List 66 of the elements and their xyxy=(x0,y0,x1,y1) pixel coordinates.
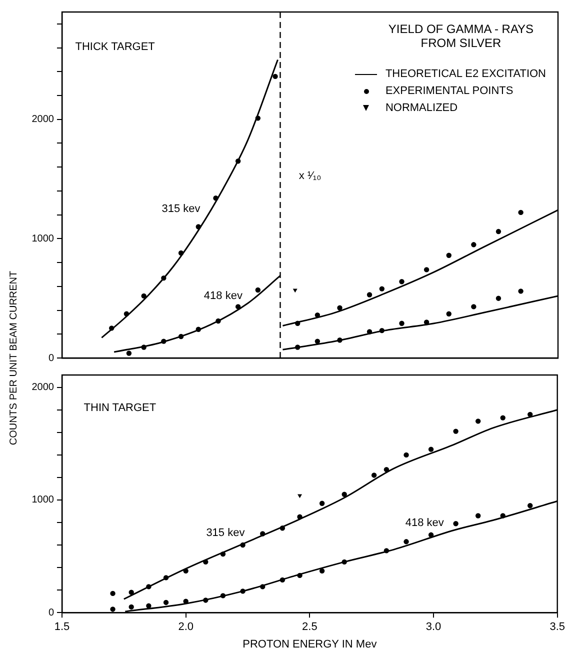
point xyxy=(453,521,458,526)
y-tick-label: 1000 xyxy=(32,494,54,506)
point xyxy=(428,446,434,452)
point xyxy=(476,418,481,424)
point xyxy=(496,228,502,234)
line-series xyxy=(100,58,279,338)
point xyxy=(496,296,502,301)
legend-label: THEORETICAL E2 EXCITATION xyxy=(385,68,546,80)
legend-label: EXPERIMENTAL POINTS xyxy=(385,85,514,97)
point xyxy=(500,415,506,420)
point xyxy=(446,252,452,258)
point xyxy=(163,600,169,606)
annotation: 418 kev xyxy=(405,517,444,530)
x-axis-title: PROTON ENERGY IN Mev xyxy=(242,638,378,650)
point xyxy=(126,350,132,356)
annotation: THIN TARGET xyxy=(84,402,156,414)
x-tick-label: 2.5 xyxy=(302,621,318,634)
point xyxy=(319,568,325,574)
text: YIELD OF GAMMA - RAYS FROM SILVER xyxy=(387,22,535,50)
point xyxy=(471,304,476,310)
x-tick-label: 3.0 xyxy=(426,621,442,634)
y-tick-label: 1000 xyxy=(32,233,54,244)
point xyxy=(476,513,481,518)
point xyxy=(255,287,261,293)
point xyxy=(366,292,372,298)
point xyxy=(371,472,377,478)
annotation: THICK TARGET xyxy=(75,40,155,53)
point xyxy=(446,311,452,316)
point xyxy=(528,503,533,508)
y-tick-label: 2000 xyxy=(32,114,54,126)
point xyxy=(314,338,320,344)
point xyxy=(342,492,347,497)
point xyxy=(235,304,241,310)
point xyxy=(379,286,385,292)
point xyxy=(404,539,409,544)
y-tick-label: 0 xyxy=(48,607,54,618)
point xyxy=(110,590,116,596)
annotation: 315 kev xyxy=(162,202,200,215)
point xyxy=(141,293,146,299)
x-tick-label: 2.0 xyxy=(178,621,194,634)
point xyxy=(518,210,524,216)
point xyxy=(399,279,404,284)
y-tick-label: 2000 xyxy=(32,382,54,394)
x-tick-label: 1.5 xyxy=(54,621,70,634)
point xyxy=(424,267,430,272)
point xyxy=(110,606,116,612)
annotation: 315 kev xyxy=(206,527,245,540)
point xyxy=(272,74,278,80)
point xyxy=(319,500,325,506)
y-tick-label: 0 xyxy=(48,352,54,364)
point xyxy=(292,288,298,293)
legend-label: NORMALIZED xyxy=(385,102,458,114)
point xyxy=(128,604,134,610)
point xyxy=(404,452,409,458)
point xyxy=(337,305,342,310)
point xyxy=(146,603,152,608)
point xyxy=(518,288,524,294)
point xyxy=(128,590,134,595)
point xyxy=(453,428,458,434)
y-axis-title: COUNTS PER UNIT BEAM CURRENT xyxy=(8,270,20,446)
point xyxy=(471,242,476,248)
annotation: x ¹⁄₁₀ xyxy=(298,170,322,182)
annotation: 418 kev xyxy=(204,290,242,302)
point xyxy=(399,320,404,326)
point xyxy=(298,494,302,498)
x-tick-label: 3.5 xyxy=(550,621,566,634)
